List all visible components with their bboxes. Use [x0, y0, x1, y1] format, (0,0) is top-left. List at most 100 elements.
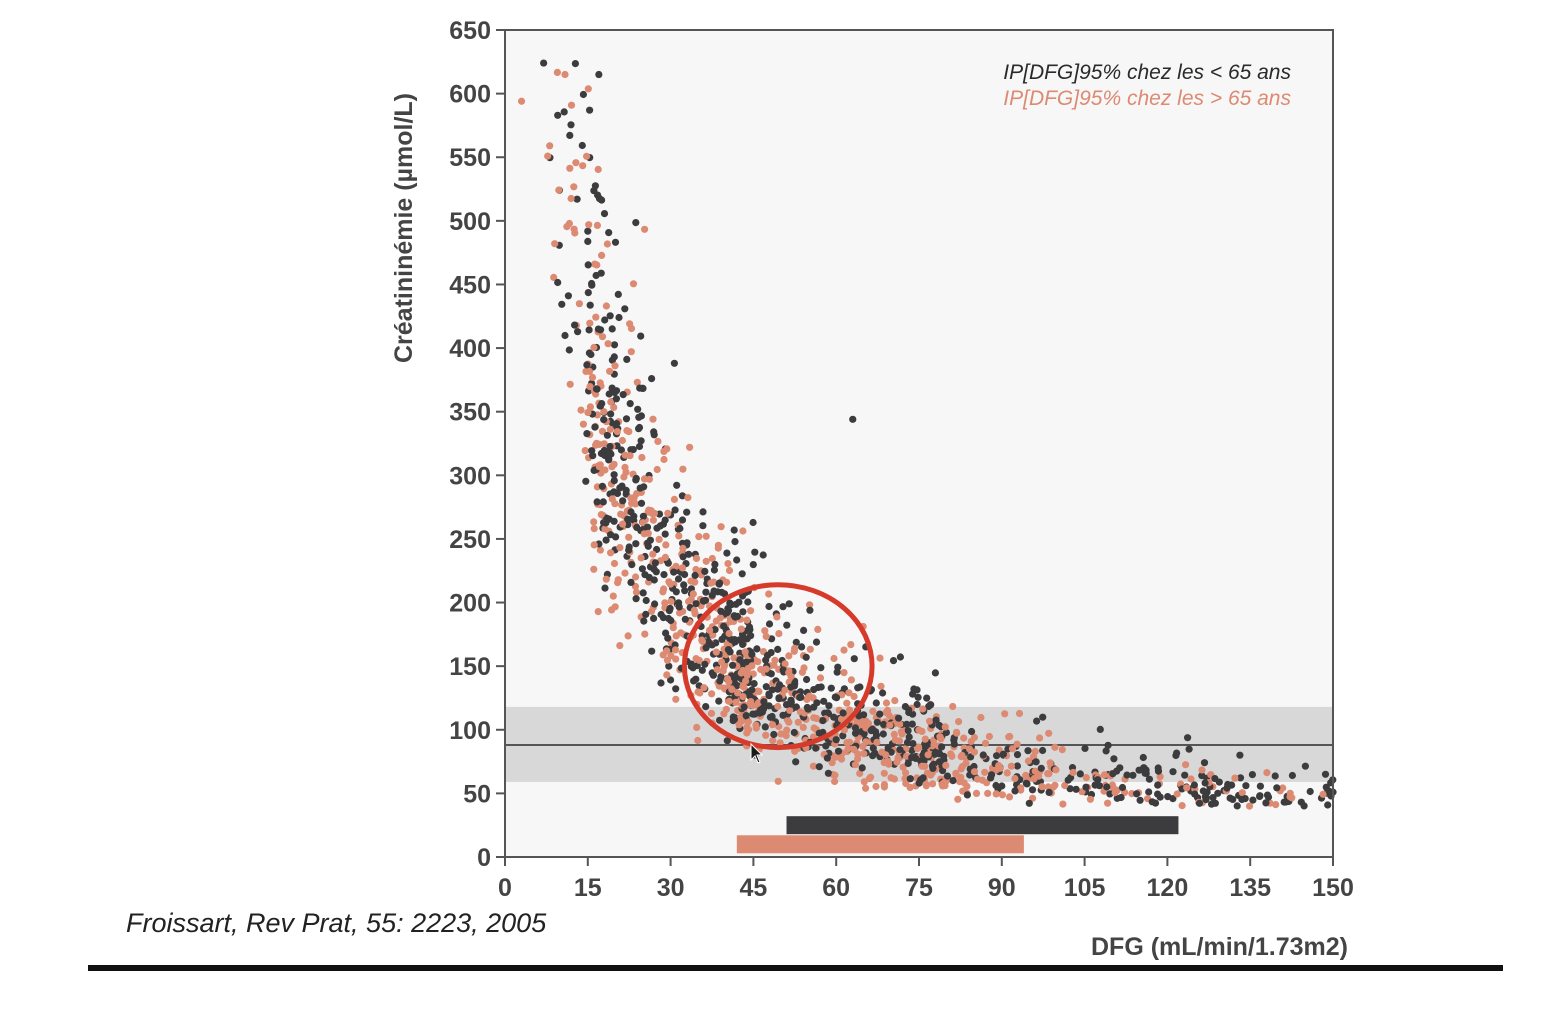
y-tick-label: 300 [449, 462, 491, 490]
data-point [901, 703, 910, 711]
data-point [715, 697, 723, 705]
data-point [676, 524, 684, 533]
data-point [752, 721, 760, 729]
data-point [639, 512, 648, 520]
data-point [664, 509, 672, 517]
data-point [679, 465, 687, 473]
data-point [650, 428, 658, 436]
data-point [792, 703, 801, 711]
data-point [672, 685, 680, 693]
interval-bar-over65 [736, 835, 1024, 854]
data-point [639, 384, 647, 392]
data-point [765, 590, 773, 598]
data-point [685, 550, 693, 558]
data-point [1032, 758, 1040, 766]
data-point [699, 508, 707, 516]
data-point [773, 613, 781, 621]
data-point [727, 601, 736, 609]
data-point [663, 445, 671, 453]
data-point [1324, 801, 1332, 809]
data-point [1086, 795, 1094, 803]
data-point [623, 355, 631, 363]
data-point [963, 791, 972, 799]
data-point [1178, 802, 1186, 810]
data-point [623, 427, 631, 435]
data-point [745, 688, 753, 696]
data-point [648, 375, 656, 383]
data-point [657, 679, 665, 687]
data-point [798, 668, 807, 676]
data-point [712, 648, 720, 656]
data-point [605, 390, 613, 398]
x-tick-label: 75 [905, 874, 933, 902]
data-point [675, 603, 683, 611]
data-point [831, 693, 839, 701]
data-point [1025, 799, 1033, 807]
data-point [598, 251, 606, 259]
data-point [754, 699, 763, 707]
data-point [810, 724, 818, 732]
data-point [854, 750, 862, 758]
data-point [924, 751, 932, 759]
data-point [671, 646, 680, 654]
data-point [567, 121, 575, 129]
data-point [1064, 776, 1072, 784]
data-point [759, 551, 767, 559]
data-point [710, 566, 719, 574]
bottom-divider [88, 965, 1503, 971]
x-tick-label: 60 [822, 874, 850, 902]
data-point [619, 520, 627, 528]
data-point [1007, 762, 1016, 770]
data-point [702, 644, 710, 652]
data-point [1209, 794, 1217, 802]
data-point [665, 662, 673, 670]
data-point [1191, 790, 1199, 798]
data-point [823, 754, 832, 762]
data-point [610, 559, 619, 568]
data-point [647, 607, 656, 615]
y-tick-label: 650 [449, 17, 491, 45]
data-point [661, 553, 670, 562]
data-point [876, 654, 884, 662]
data-point [901, 775, 909, 783]
data-point [561, 70, 569, 79]
data-point [915, 743, 923, 751]
data-point [744, 665, 752, 673]
data-point [596, 379, 604, 387]
data-point [869, 707, 877, 715]
data-point [1051, 781, 1059, 789]
data-point [915, 726, 923, 734]
data-point [661, 530, 669, 538]
data-point [775, 630, 783, 638]
data-point [651, 559, 660, 567]
data-point [862, 784, 870, 792]
data-point [601, 466, 609, 474]
data-point [565, 346, 573, 354]
data-point [738, 570, 746, 578]
data-point [936, 750, 944, 758]
data-point [610, 517, 618, 525]
data-point [873, 738, 881, 747]
data-point [1306, 787, 1314, 796]
data-point [929, 780, 937, 788]
data-point [753, 645, 761, 653]
data-point [761, 627, 769, 635]
data-point [1236, 751, 1244, 759]
data-point [774, 702, 782, 711]
data-point [837, 715, 846, 723]
data-point [1198, 766, 1206, 774]
data-point [810, 703, 818, 711]
data-point [1201, 779, 1209, 787]
data-point [683, 508, 691, 516]
data-point [698, 636, 706, 644]
data-point [603, 431, 612, 439]
data-point [765, 702, 773, 710]
data-point [667, 597, 675, 606]
data-point [601, 316, 609, 324]
x-tick-label: 0 [498, 874, 512, 902]
data-point [1231, 774, 1239, 782]
data-point [719, 667, 727, 675]
data-point [839, 732, 847, 740]
data-point [667, 616, 675, 625]
